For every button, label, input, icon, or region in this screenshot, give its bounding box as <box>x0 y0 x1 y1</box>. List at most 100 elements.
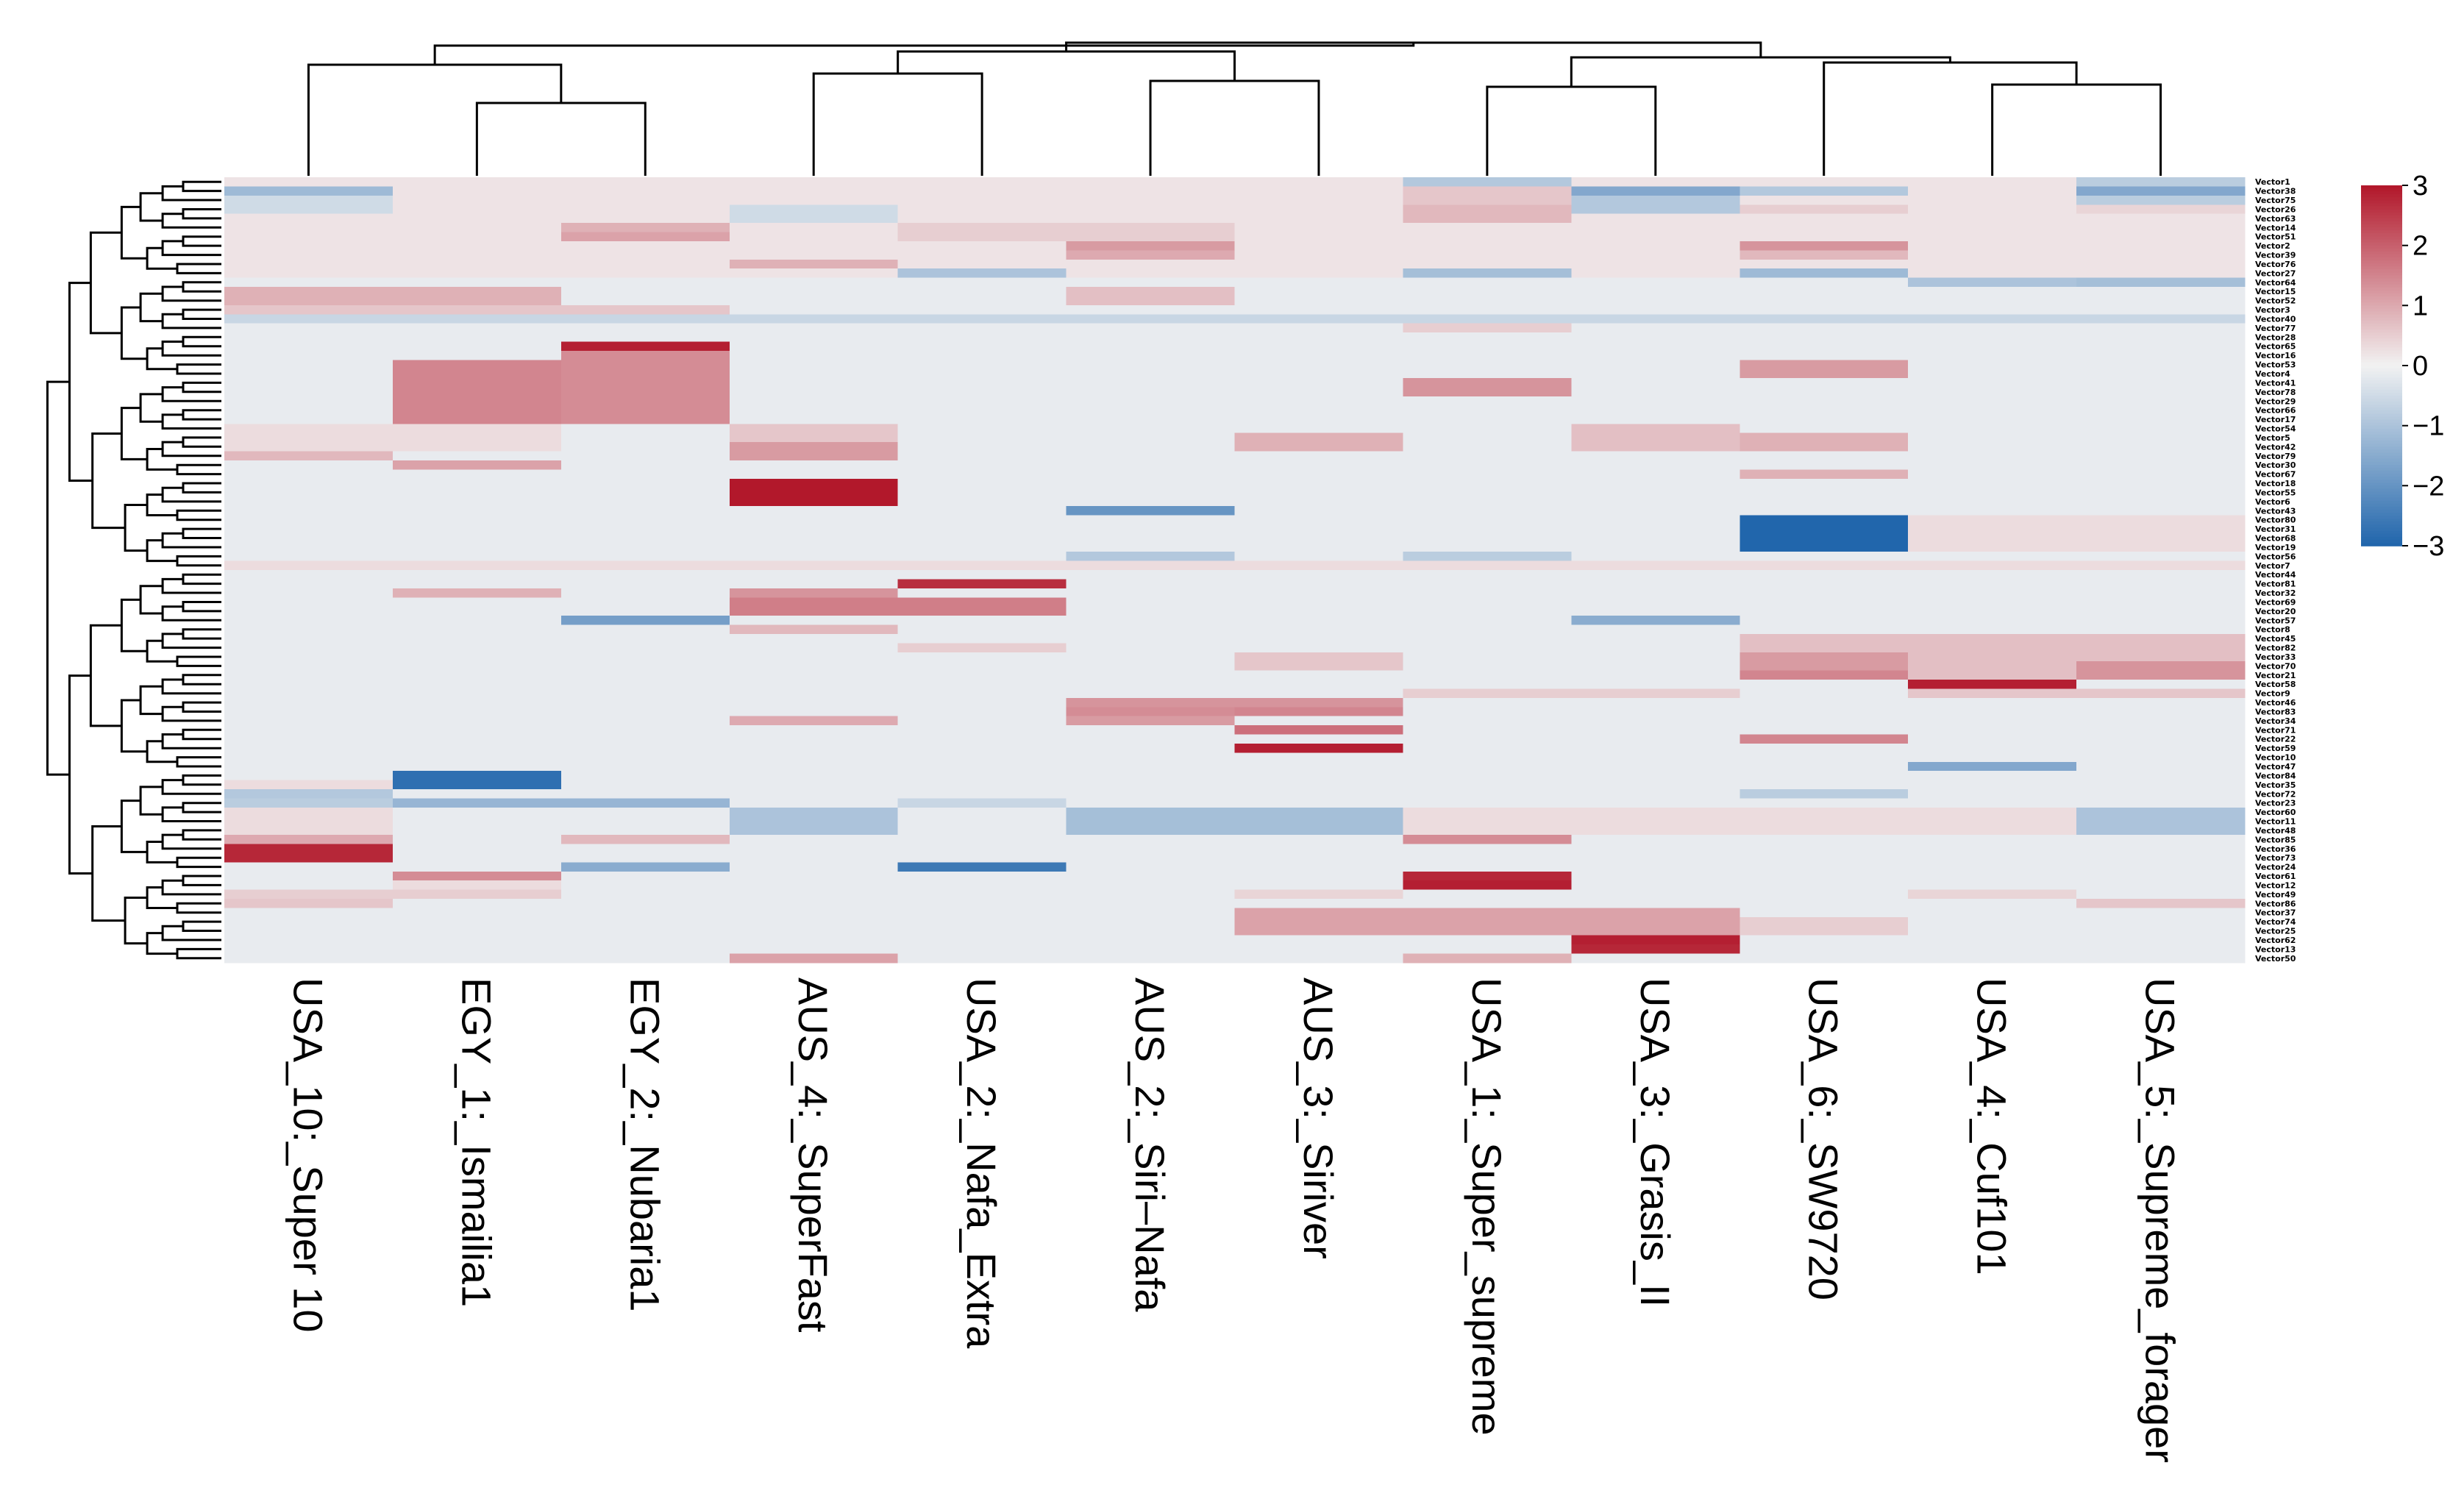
heatmap-cell <box>897 287 1067 297</box>
heatmap-cell <box>1234 734 1404 744</box>
legend-swatch <box>2361 209 2402 213</box>
heatmap-cell <box>729 533 899 544</box>
heatmap-cell <box>1571 789 1740 800</box>
heatmap-cell <box>729 761 899 772</box>
heatmap-cell <box>1234 515 1404 525</box>
heatmap-cell <box>1908 852 2077 863</box>
heatmap-cell <box>1066 680 1236 690</box>
heatmap-cell <box>1403 926 1572 936</box>
legend-swatch <box>2361 464 2402 469</box>
heatmap-cell <box>224 852 394 863</box>
heatmap-cell <box>2076 835 2246 845</box>
heatmap-cell <box>1908 378 2077 388</box>
heatmap-cell <box>1571 616 1740 626</box>
heatmap-cell <box>1403 515 1572 525</box>
legend-swatch <box>2361 314 2402 318</box>
heatmap-cell <box>224 953 394 964</box>
heatmap-cell <box>897 213 1067 224</box>
heatmap-cell <box>1571 478 1740 488</box>
heatmap-cell <box>224 469 394 480</box>
legend-swatch <box>2361 356 2402 360</box>
heatmap-cell <box>392 579 562 589</box>
heatmap-cell <box>392 835 562 845</box>
heatmap-cell <box>392 560 562 571</box>
heatmap-cell <box>1571 350 1740 360</box>
heatmap-cell <box>1234 633 1404 644</box>
heatmap-cell <box>1908 899 2077 909</box>
heatmap-cell <box>2076 652 2246 662</box>
heatmap-cell <box>729 305 899 315</box>
heatmap-cell <box>1066 451 1236 461</box>
legend-swatch <box>2361 444 2402 448</box>
legend-swatch <box>2361 344 2402 349</box>
legend-swatch <box>2361 257 2402 261</box>
heatmap-cell <box>560 560 730 571</box>
heatmap-cell <box>1571 405 1740 416</box>
heatmap-cell <box>1234 916 1404 927</box>
heatmap-cell <box>897 570 1067 580</box>
heatmap-cell <box>560 761 730 772</box>
heatmap-cell <box>729 268 899 279</box>
row-label: Vector17 <box>2255 415 2296 424</box>
legend-swatch <box>2361 455 2402 460</box>
heatmap-cell <box>1740 533 1909 544</box>
heatmap-cell <box>560 707 730 717</box>
heatmap-cell <box>560 442 730 452</box>
heatmap-cell <box>1234 414 1404 424</box>
heatmap-cell <box>560 771 730 781</box>
heatmap-cell <box>1403 624 1572 635</box>
row-label: Vector6 <box>2255 497 2290 507</box>
row-label: Vector83 <box>2255 707 2296 716</box>
row-label: Vector34 <box>2255 716 2296 726</box>
heatmap-cell <box>1234 277 1404 288</box>
heatmap-cell <box>1740 368 1909 379</box>
heatmap-cell <box>224 707 394 717</box>
row-label: Vector12 <box>2255 880 2296 890</box>
heatmap-cell <box>392 350 562 360</box>
heatmap-cell <box>1571 533 1740 544</box>
heatmap-cell <box>560 944 730 955</box>
heatmap-cell <box>2076 825 2246 836</box>
heatmap-cell <box>897 305 1067 315</box>
heatmap-cell <box>1908 195 2077 205</box>
heatmap-cell <box>1066 743 1236 753</box>
heatmap-cell <box>1571 360 1740 370</box>
heatmap-cell <box>2076 570 2246 580</box>
heatmap-cell <box>392 387 562 397</box>
heatmap-cell <box>224 432 394 443</box>
heatmap-cell <box>897 560 1067 571</box>
heatmap-cell <box>392 542 562 552</box>
row-label: Vector23 <box>2255 799 2296 808</box>
heatmap-cell <box>729 277 899 288</box>
heatmap-cell <box>729 697 899 708</box>
heatmap-cell <box>2076 688 2246 699</box>
heatmap-cell <box>1740 624 1909 635</box>
heatmap-cell <box>897 624 1067 635</box>
heatmap-cell <box>1740 835 1909 845</box>
heatmap-cell <box>1234 488 1404 498</box>
row-dendrogram-link <box>120 407 148 460</box>
heatmap-cell <box>1740 396 1909 407</box>
row-label: Vector9 <box>2255 689 2290 699</box>
heatmap-cell <box>1740 232 1909 242</box>
heatmap-cell <box>897 761 1067 772</box>
heatmap-cell <box>1908 460 2077 470</box>
heatmap-cell <box>1571 241 1740 251</box>
legend-swatch <box>2361 470 2402 474</box>
row-dendrogram-link <box>146 246 177 270</box>
heatmap-cell <box>1571 314 1740 324</box>
heatmap-cell <box>1571 570 1740 580</box>
legend-swatch <box>2361 224 2402 228</box>
heatmap-cell <box>392 332 562 343</box>
row-dendrogram-link <box>146 740 177 763</box>
heatmap-cell <box>1066 250 1236 260</box>
heatmap-cell <box>897 680 1067 690</box>
heatmap-cell <box>897 725 1067 736</box>
row-label: Vector62 <box>2255 936 2296 945</box>
heatmap-cell <box>1066 798 1236 808</box>
heatmap-cell <box>1066 899 1236 909</box>
heatmap-cell <box>392 916 562 927</box>
heatmap-cell <box>729 396 899 407</box>
heatmap-cell <box>224 542 394 552</box>
heatmap-cell <box>224 743 394 753</box>
